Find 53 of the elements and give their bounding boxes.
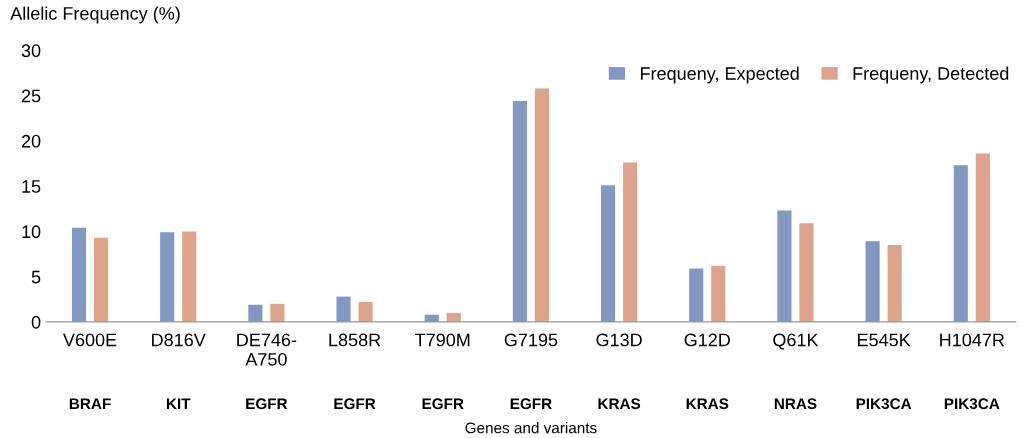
bar: [71, 227, 87, 322]
bar: [601, 185, 616, 322]
bar: [865, 241, 880, 322]
y-tick-label: 20: [21, 134, 41, 148]
x-tick-label: D816V: [152, 333, 206, 347]
x-tick-label: H1047R: [940, 333, 1005, 347]
x-axis-title: Genes and variants: [465, 422, 597, 434]
text: EGFR: [246, 398, 288, 410]
text: KRAS: [598, 398, 641, 410]
bar: [623, 162, 638, 322]
bar: [777, 210, 792, 322]
text: BRAF: [69, 398, 111, 409]
bar: [358, 302, 373, 322]
x-tick-label: G7195: [504, 333, 558, 347]
x-tick-label: G12D: [684, 333, 730, 347]
text: EGFR: [422, 398, 464, 410]
bar: [270, 303, 285, 322]
bar: [975, 153, 990, 322]
y-tick-label: 10: [22, 225, 41, 239]
text: PIK3CA: [944, 398, 1000, 410]
bar: [336, 296, 351, 322]
x-tick-label: V600E: [63, 333, 117, 347]
legend-label: Frequeny, Expected: [640, 66, 799, 84]
bar: [799, 223, 814, 322]
text: EGFR: [510, 398, 552, 410]
y-tick-label: 30: [21, 44, 41, 58]
legend-label: Frequeny, Detected: [853, 66, 1009, 84]
x-tick-label: L858R: [329, 333, 381, 347]
bar: [160, 232, 175, 322]
y-tick-label: 25: [21, 89, 41, 103]
bar: [512, 101, 527, 322]
y-axis-title: Allelic Frequency (%): [10, 6, 180, 24]
text: KIT: [166, 398, 191, 409]
x-tick-label: T790M: [415, 333, 470, 347]
text: EGFR: [334, 398, 376, 410]
x-tick-label: Q61K: [773, 333, 819, 350]
y-tick-label: 15: [22, 180, 41, 193]
bar: [887, 244, 902, 322]
x-tick-label: G13D: [596, 333, 642, 347]
bar: [953, 165, 968, 322]
bar: [94, 237, 109, 322]
text: NRAS: [774, 398, 817, 410]
bar: [248, 304, 263, 322]
text: PIK3CA: [856, 398, 912, 410]
bar: [534, 88, 549, 322]
y-tick-label: 5: [31, 270, 41, 284]
bar: [711, 265, 726, 322]
text: KRAS: [686, 398, 729, 410]
bar: [182, 231, 197, 322]
bar: [689, 268, 704, 322]
y-tick-label: 0: [31, 315, 41, 329]
x-tick-label: E545K: [858, 333, 911, 347]
x-tick-label: DE746- A750: [237, 333, 297, 366]
